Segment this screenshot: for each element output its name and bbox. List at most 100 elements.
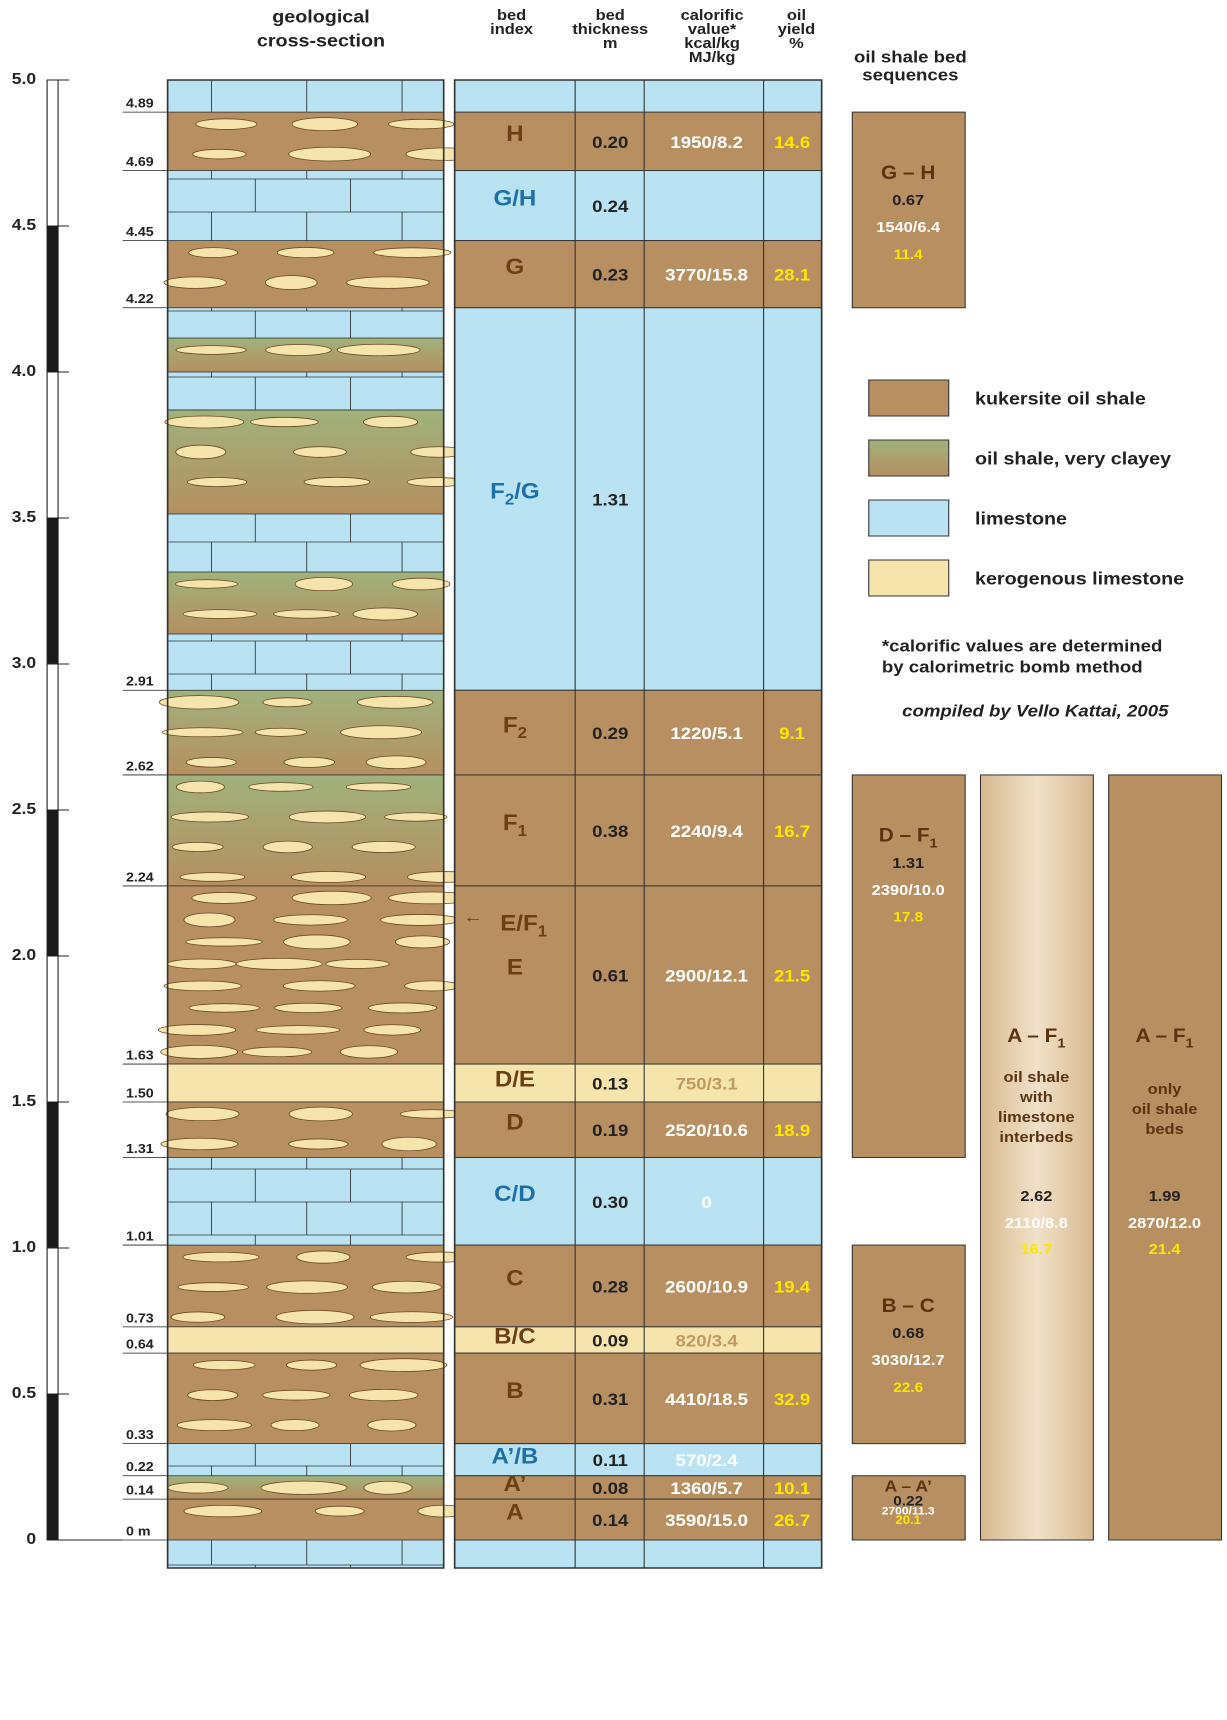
total-description: oil shale — [1132, 1102, 1198, 1118]
sequence-yield: 11.4 — [894, 247, 924, 262]
sequence-thickness: 0.68 — [892, 1326, 924, 1342]
kerogen-lens — [373, 247, 452, 258]
scale-segment — [46, 663, 59, 811]
kerogen-lens — [404, 980, 461, 992]
sequence-name: D – F1 — [879, 826, 938, 850]
kerogen-lens — [367, 1418, 417, 1432]
label-part: F — [490, 479, 505, 504]
bed-thickness: 0.09 — [592, 1331, 628, 1350]
kerogen-lens — [175, 780, 225, 794]
kerogen-lens — [363, 1480, 413, 1495]
kerogen-lens — [170, 811, 249, 823]
kerogen-lens — [270, 1419, 320, 1431]
label-part: E — [507, 955, 523, 980]
legend-swatch — [868, 379, 950, 417]
subscript: 1 — [538, 923, 547, 940]
total-calorific: 2110/8.8 — [1005, 1216, 1068, 1232]
boundary-label: 1.01 — [126, 1229, 154, 1243]
kerogen-lens — [394, 935, 451, 949]
scale-segment — [46, 809, 59, 957]
kerogen-lens — [262, 697, 313, 708]
boundary-label: 1.63 — [126, 1048, 154, 1062]
bed-index: B/C — [494, 1324, 536, 1349]
kerogen-lens — [380, 914, 461, 926]
kerogen-lens — [273, 914, 348, 926]
subscript: 2 — [505, 491, 514, 508]
label-part: G – H — [881, 163, 935, 184]
kerogen-lens — [282, 980, 356, 992]
sequence-box — [851, 1475, 966, 1541]
bed-thickness: 0.14 — [592, 1511, 628, 1530]
boundary-label: 1.50 — [126, 1086, 154, 1100]
bed-thickness: 0.61 — [592, 966, 628, 985]
kerogen-lens — [187, 1389, 239, 1401]
kerogen-lens — [283, 934, 351, 950]
subscript: 1 — [1186, 1035, 1194, 1050]
total-description: limestone — [998, 1110, 1075, 1126]
bed-thickness: 0.23 — [592, 265, 628, 284]
kerogen-lens — [274, 1002, 343, 1014]
section-title: oil shale bed — [854, 47, 967, 66]
oil-yield: 9.1 — [779, 724, 805, 743]
label-part: H — [506, 121, 523, 146]
calorific-value: 3770/15.8 — [665, 265, 748, 284]
label-part: A – F — [1007, 1026, 1057, 1047]
kerogen-lens — [160, 1137, 239, 1151]
kerogen-lens — [235, 957, 323, 970]
sequence-box — [851, 1244, 966, 1445]
kerogen-lens — [290, 871, 367, 883]
label-part: D/E — [495, 1067, 535, 1092]
legend-label: limestone — [975, 509, 1067, 529]
bed-thickness: 0.29 — [592, 724, 628, 743]
section-frame — [166, 79, 445, 1569]
label-part: /G — [514, 479, 539, 504]
kerogen-lens — [250, 416, 319, 428]
kerogen-lens — [165, 1106, 240, 1122]
column-header: m — [603, 36, 618, 52]
bed-index: A — [506, 1499, 524, 1524]
boundary-label: 0.22 — [126, 1460, 154, 1474]
kerogen-lens — [262, 1389, 331, 1401]
kerogen-lens — [351, 840, 416, 853]
calorific-value: 4410/18.5 — [665, 1390, 748, 1409]
kerogen-lens — [345, 782, 412, 792]
subscript: 2 — [518, 725, 527, 742]
kerogen-lens — [294, 576, 354, 592]
kerogen-lens — [188, 247, 239, 258]
total-calorific: 2870/12.0 — [1128, 1216, 1201, 1232]
label-part: A – F — [1135, 1026, 1185, 1047]
kerogen-lens — [340, 725, 423, 740]
boundary-label: 0.14 — [126, 1483, 154, 1497]
kerogen-lens — [176, 1419, 252, 1431]
kerogen-lens — [161, 727, 244, 738]
column-header: index — [490, 22, 533, 38]
calorific-value: 3590/15.0 — [665, 1511, 748, 1530]
sequence-thickness: 1.31 — [892, 856, 924, 872]
calorific-value: 570/2.4 — [676, 1451, 738, 1470]
label-part: B — [506, 1378, 523, 1403]
column-header: yield — [778, 22, 815, 38]
legend-label: oil shale, very clayey — [975, 449, 1172, 469]
kerogen-lens — [195, 118, 258, 130]
kerogen-lens — [339, 1045, 399, 1059]
scale-segment — [46, 517, 59, 665]
kerogen-lens — [254, 727, 308, 737]
boundary-label: 0.73 — [126, 1311, 154, 1325]
bed-row — [454, 307, 823, 691]
calorific-value: 820/3.4 — [676, 1331, 738, 1350]
scale-label: 1.5 — [12, 1092, 36, 1110]
kerogen-lens — [183, 912, 236, 928]
sequence-yield: 20.1 — [895, 1513, 921, 1526]
boundary-label: 1.31 — [126, 1141, 154, 1155]
scale-label: 3.5 — [12, 508, 36, 526]
total-description: interbeds — [999, 1130, 1073, 1146]
total-thickness: 1.99 — [1149, 1189, 1181, 1205]
boundary-label: 2.91 — [126, 674, 154, 688]
bed-index: E — [507, 955, 523, 980]
scale-label: 5.0 — [12, 70, 36, 88]
legend-label: kerogenous limestone — [975, 569, 1184, 589]
kerogen-lens — [192, 1359, 256, 1371]
label-part: A’ — [504, 1471, 527, 1496]
